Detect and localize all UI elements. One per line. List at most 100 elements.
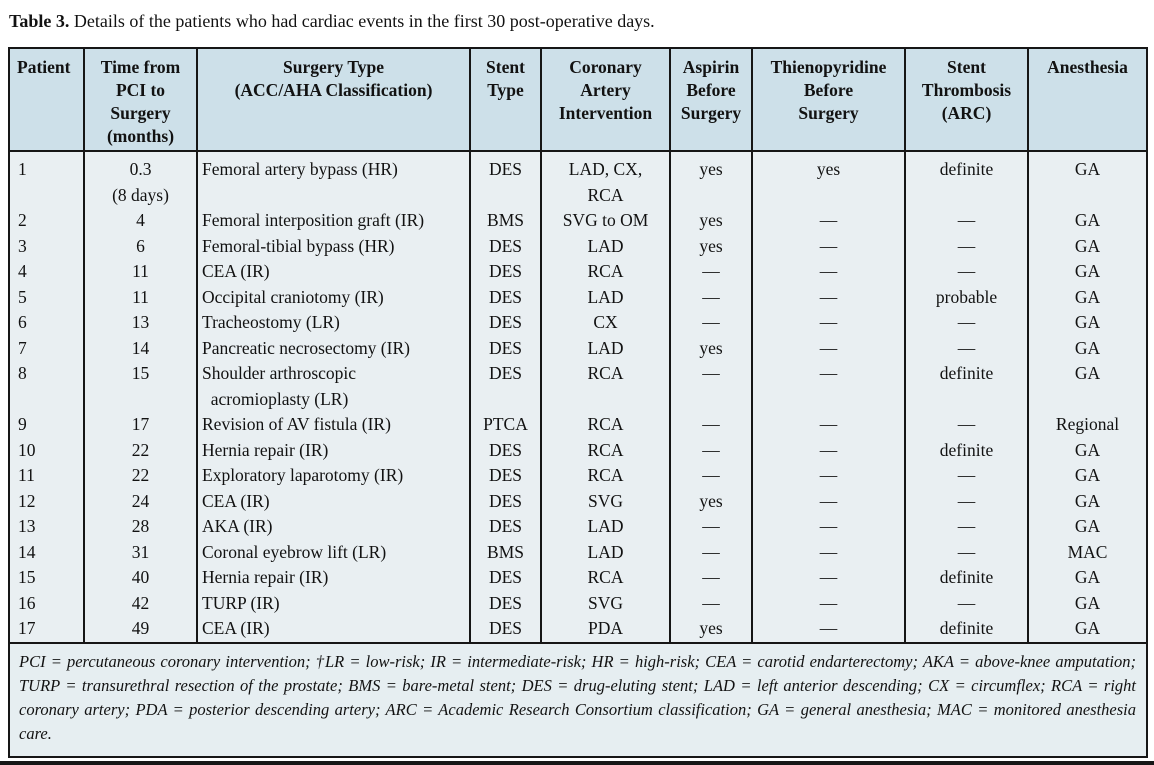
- cell-patient: 8: [18, 363, 27, 383]
- cell-anesthesia: GA: [1027, 488, 1147, 514]
- bottom-rule: [0, 760, 1154, 765]
- table-number: Table 3.: [9, 11, 70, 31]
- patient-row: 3 6 Femoral-tibial bypass (HR) DES LAD yes — — G…: [9, 233, 1147, 259]
- patient-row: 15 40 Hernia repair (IR) DES RCA — — definite GA: [9, 565, 1147, 591]
- cell-patient: 7: [18, 337, 27, 358]
- cell-stent-thrombosis-arc: —: [904, 412, 1028, 438]
- cell-thienopyridine-before-surgery: —: [751, 539, 905, 565]
- table-body: 1 0.3 (8 days) Femoral artery bypass (HR) D…: [9, 151, 1147, 643]
- cell-aspirin-before-surgery: yes: [669, 208, 752, 234]
- cell-stent-type: DES: [469, 463, 541, 489]
- cell-aspirin-before-surgery: —: [669, 259, 752, 285]
- cell-thienopyridine-before-surgery: —: [751, 412, 905, 438]
- cell-patient: 11: [18, 465, 35, 485]
- cell-thienopyridine-before-surgery: —: [751, 590, 905, 616]
- cell-time-from-pci-to-surgery: 15: [83, 361, 197, 412]
- cell-stent-thrombosis-arc: —: [904, 488, 1028, 514]
- header-row: Patient Time from PCI to Surgery (months)…: [9, 48, 1147, 152]
- cell-aspirin-before-surgery: yes: [669, 488, 752, 514]
- cell-aspirin-before-surgery: yes: [669, 233, 752, 259]
- table-caption: Table 3. Details of the patients who had…: [9, 10, 1146, 32]
- table-header: Patient Time from PCI to Surgery (months)…: [9, 48, 1147, 152]
- cell-coronary-artery-intervention: RCA: [540, 259, 670, 285]
- cell-surgery-type: Hernia repair (IR): [196, 565, 470, 591]
- patient-row: 8 15 Shoulder arthroscopic acromioplasty (…: [9, 361, 1147, 412]
- patient-row: 12 24 CEA (IR) DES SVG yes — — GA: [9, 488, 1147, 514]
- patient-row: 7 14 Pancreatic necrosectomy (IR) DES LAD yes…: [9, 335, 1147, 361]
- cell-anesthesia: GA: [1027, 284, 1147, 310]
- cell-stent-thrombosis-arc: definite: [904, 616, 1028, 643]
- cell-stent-type: BMS: [469, 539, 541, 565]
- column-header-surgery-type: Surgery Type (ACC/AHA Classification): [196, 48, 470, 152]
- cell-patient: 15: [18, 567, 36, 587]
- column-header-stent-type: Stent Type: [469, 48, 541, 152]
- column-header-anesthesia: Anesthesia: [1027, 48, 1147, 152]
- cell-thienopyridine-before-surgery: —: [751, 514, 905, 540]
- cell-thienopyridine-before-surgery: yes: [751, 151, 905, 208]
- cell-coronary-artery-intervention: RCA: [540, 437, 670, 463]
- cell-anesthesia: Regional: [1027, 412, 1147, 438]
- cell-aspirin-before-surgery: —: [669, 284, 752, 310]
- cell-stent-thrombosis-arc: probable: [904, 284, 1028, 310]
- cell-thienopyridine-before-surgery: —: [751, 208, 905, 234]
- column-header-patient: Patient: [9, 48, 84, 152]
- cell-coronary-artery-intervention: SVG: [540, 590, 670, 616]
- cell-coronary-artery-intervention: LAD: [540, 539, 670, 565]
- cell-time-from-pci-to-surgery: 22: [83, 463, 197, 489]
- cell-coronary-artery-intervention: LAD: [540, 514, 670, 540]
- cell-anesthesia: GA: [1027, 335, 1147, 361]
- cell-anesthesia: GA: [1027, 233, 1147, 259]
- cell-stent-thrombosis-arc: —: [904, 310, 1028, 336]
- cell-time-from-pci-to-surgery: 14: [83, 335, 197, 361]
- cell-surgery-type: CEA (IR): [196, 616, 470, 643]
- cell-coronary-artery-intervention: RCA: [540, 412, 670, 438]
- patient-row: 1 0.3 (8 days) Femoral artery bypass (HR) D…: [9, 151, 1147, 208]
- cell-anesthesia: GA: [1027, 151, 1147, 208]
- cell-surgery-type: Occipital craniotomy (IR): [196, 284, 470, 310]
- cell-patient: 13: [18, 516, 36, 536]
- cell-aspirin-before-surgery: —: [669, 310, 752, 336]
- cell-thienopyridine-before-surgery: —: [751, 259, 905, 285]
- column-header-thienopyridine-before-surgery: Thienopyridine Before Surgery: [751, 48, 905, 152]
- cell-anesthesia: MAC: [1027, 539, 1147, 565]
- cell-aspirin-before-surgery: —: [669, 361, 752, 412]
- cell-patient: 4: [18, 261, 27, 281]
- cell-surgery-type: CEA (IR): [196, 488, 470, 514]
- patient-row: 5 11 Occipital craniotomy (IR) DES LAD — — prob…: [9, 284, 1147, 310]
- patient-row: 4 11 CEA (IR) DES RCA — — — GA: [9, 259, 1147, 285]
- cell-thienopyridine-before-surgery: —: [751, 488, 905, 514]
- cell-patient: 14: [18, 541, 36, 562]
- cell-stent-type: PTCA: [469, 412, 541, 438]
- cell-time-from-pci-to-surgery: 0.3 (8 days): [83, 151, 197, 208]
- cell-surgery-type: Pancreatic necrosectomy (IR): [196, 335, 470, 361]
- cell-patient: 17: [18, 618, 36, 638]
- cell-anesthesia: GA: [1027, 437, 1147, 463]
- cell-stent-type: DES: [469, 514, 541, 540]
- cell-surgery-type: Femoral interposition graft (IR): [196, 208, 470, 234]
- cell-stent-type: DES: [469, 616, 541, 643]
- cell-stent-type: DES: [469, 310, 541, 336]
- column-header-time-from-pci-to-surgery: Time from PCI to Surgery (months): [83, 48, 197, 152]
- cell-aspirin-before-surgery: —: [669, 463, 752, 489]
- cell-coronary-artery-intervention: RCA: [540, 463, 670, 489]
- patient-row: 16 42 TURP (IR) DES SVG — — — GA: [9, 590, 1147, 616]
- cell-coronary-artery-intervention: SVG to OM: [540, 208, 670, 234]
- cell-time-from-pci-to-surgery: 13: [83, 310, 197, 336]
- cell-surgery-type: Tracheostomy (LR): [196, 310, 470, 336]
- patient-row: 17 49 CEA (IR) DES PDA yes — definite GA: [9, 616, 1147, 643]
- cell-surgery-type: TURP (IR): [196, 590, 470, 616]
- cell-surgery-type: Femoral-tibial bypass (HR): [196, 233, 470, 259]
- cell-surgery-type: Shoulder arthroscopic acromioplasty (LR): [196, 361, 470, 412]
- cell-time-from-pci-to-surgery: 31: [83, 539, 197, 565]
- cell-aspirin-before-surgery: yes: [669, 151, 752, 208]
- cell-stent-type: DES: [469, 488, 541, 514]
- cell-anesthesia: GA: [1027, 310, 1147, 336]
- cell-time-from-pci-to-surgery: 4: [83, 208, 197, 234]
- cell-thienopyridine-before-surgery: —: [751, 233, 905, 259]
- cell-patient: 12: [18, 490, 36, 511]
- cell-surgery-type: Femoral artery bypass (HR): [196, 151, 470, 208]
- cell-thienopyridine-before-surgery: —: [751, 616, 905, 643]
- cell-anesthesia: GA: [1027, 514, 1147, 540]
- cell-surgery-type: AKA (IR): [196, 514, 470, 540]
- cell-thienopyridine-before-surgery: —: [751, 565, 905, 591]
